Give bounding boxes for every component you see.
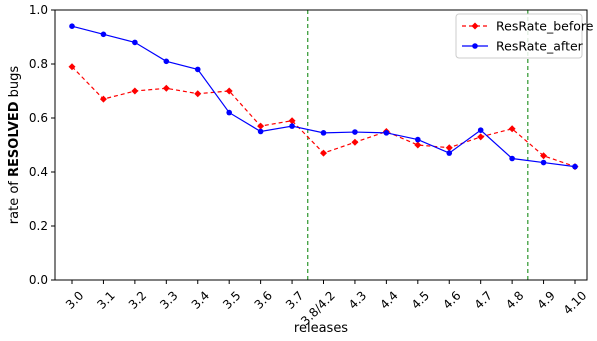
data-point	[477, 133, 485, 141]
data-point	[320, 149, 327, 157]
data-point	[257, 122, 265, 130]
y-axis-label-prefix: rate of	[7, 177, 22, 224]
y-axis-label: rate of RESOLVED bugs	[7, 66, 22, 225]
y-tick-label: 0.8	[29, 57, 48, 71]
data-point	[69, 23, 75, 30]
data-point	[100, 31, 107, 38]
legend-marker	[472, 43, 478, 49]
x-axis-label: releases	[294, 321, 348, 336]
data-point	[509, 155, 515, 162]
data-point	[162, 84, 170, 92]
data-point	[415, 136, 421, 143]
data-point	[414, 141, 422, 149]
data-point	[194, 90, 202, 98]
y-tick-label: 0.4	[29, 165, 48, 179]
data-point	[288, 117, 296, 125]
data-point	[445, 144, 453, 152]
legend-marker	[471, 22, 479, 30]
y-axis-label-bold: RESOLVED	[7, 101, 22, 177]
y-tick-label: 0.6	[29, 111, 48, 125]
data-point	[572, 163, 578, 170]
plot-frame	[54, 9, 588, 281]
y-axis: 0.0 0.2 0.4 0.6 0.8 1.0	[29, 3, 55, 287]
data-point	[225, 87, 233, 95]
data-point	[352, 129, 358, 135]
data-point	[320, 130, 327, 136]
data-point	[540, 159, 547, 166]
data-point	[289, 123, 295, 129]
data-point	[131, 87, 139, 95]
data-point	[163, 58, 170, 65]
data-point	[257, 128, 264, 135]
data-point	[194, 66, 201, 73]
data-point	[383, 130, 390, 136]
y-tick-label: 0.0	[29, 273, 48, 287]
y-axis-label-suffix: bugs	[7, 66, 22, 102]
legend: ResRate_before ResRate_after	[455, 13, 594, 59]
data-point	[508, 125, 516, 133]
data-point	[540, 152, 548, 160]
data-point	[132, 39, 138, 46]
legend-label: ResRate_before	[496, 19, 594, 34]
data-point	[446, 150, 453, 156]
legend-box	[455, 13, 583, 59]
legend-label: ResRate_after	[496, 39, 584, 54]
y-tick-label: 0.2	[29, 219, 48, 233]
data-point	[477, 127, 484, 133]
data-point	[68, 63, 76, 71]
series-layer	[68, 23, 579, 171]
data-point	[226, 109, 232, 116]
data-point	[99, 95, 107, 103]
y-tick-label: 1.0	[29, 3, 48, 17]
data-point	[351, 138, 359, 146]
